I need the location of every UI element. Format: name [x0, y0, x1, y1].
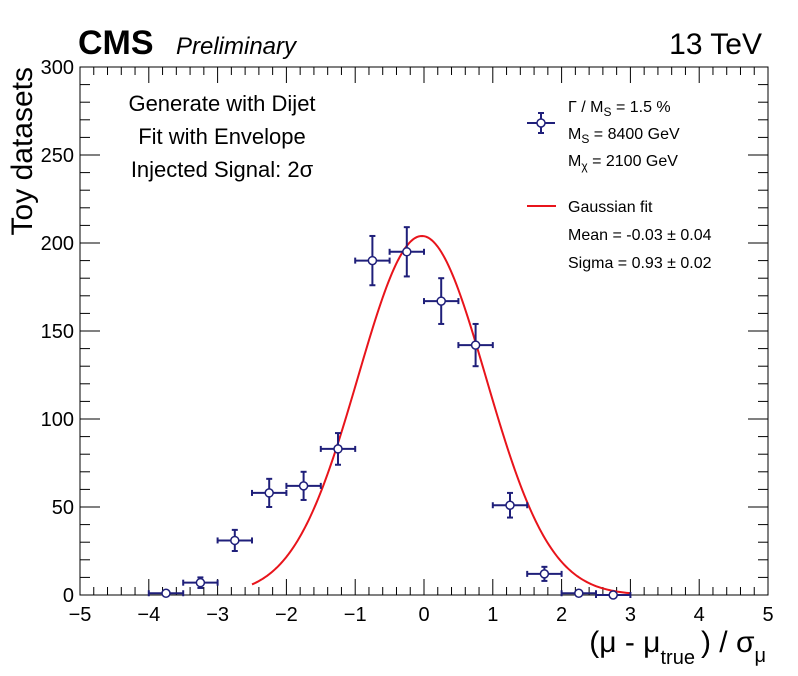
- data-point: [354, 234, 391, 287]
- data-point: [319, 432, 357, 466]
- data-point: [251, 477, 288, 508]
- y-tick-label: 300: [41, 57, 74, 79]
- legend-gamma: Γ / MS = 1.5 %: [568, 99, 671, 119]
- y-tick-label: 200: [41, 233, 74, 255]
- data-point: [491, 491, 529, 519]
- data-marker: [264, 488, 274, 498]
- x-tick-label: −5: [69, 604, 92, 626]
- y-axis-ticks: [80, 66, 768, 596]
- data-marker: [470, 340, 481, 350]
- gaussian-fit-layer: [251, 234, 631, 595]
- x-axis-label-main: (μ - μ: [589, 626, 660, 659]
- data-marker: [333, 444, 343, 454]
- legend-mchi: Mχ = 2100 GeV: [568, 153, 678, 173]
- x-axis-label-sub: true: [660, 647, 694, 669]
- experiment-label: CMS: [78, 24, 154, 62]
- data-marker: [230, 535, 240, 546]
- data-point: [560, 588, 597, 598]
- annotation-line-2: Fit with Envelope: [138, 124, 306, 149]
- legend-data-marker: [527, 112, 555, 134]
- x-tick-label: −4: [137, 604, 160, 626]
- legend: Γ / MS = 1.5 % MS = 8400 GeV Mχ = 2100 G…: [527, 99, 712, 272]
- x-tick-label: −3: [206, 604, 229, 626]
- data-point: [595, 590, 632, 600]
- data-marker: [608, 590, 618, 600]
- data-marker: [505, 500, 515, 510]
- data-marker: [402, 247, 412, 257]
- data-marker: [161, 588, 171, 598]
- status-label: Preliminary: [176, 33, 298, 60]
- data-point: [388, 226, 425, 278]
- y-tick-label: 150: [41, 321, 74, 343]
- annotation-line-1: Generate with Dijet: [128, 91, 315, 116]
- data-point: [216, 528, 253, 552]
- gaussian-fit-curve: [251, 234, 631, 595]
- energy-label: 13 TeV: [669, 28, 762, 61]
- y-tick-label: 50: [52, 497, 74, 519]
- x-tick-label: −1: [344, 604, 367, 626]
- data-point: [147, 588, 185, 598]
- data-points-layer: [147, 226, 632, 600]
- legend-fit-label: Gaussian fit: [568, 199, 653, 216]
- x-axis-tick-labels: −5 −4 −3 −2 −1 0 1 2 3 4 5: [69, 604, 774, 626]
- data-point: [526, 565, 563, 582]
- x-tick-label: 5: [762, 604, 773, 626]
- x-axis-label-tail-sub: μ: [754, 645, 766, 667]
- data-marker: [298, 481, 309, 491]
- legend-ms: MS = 8400 GeV: [568, 126, 680, 146]
- y-tick-label: 250: [41, 145, 74, 167]
- data-point: [182, 576, 219, 589]
- annotation-line-3: Injected Signal: 2σ: [131, 157, 314, 182]
- x-tick-label: 2: [556, 604, 567, 626]
- data-marker: [436, 296, 446, 306]
- x-axis-label-tail: ) / σ: [701, 626, 755, 659]
- x-axis-label: (μ - μtrue ) / σμ: [589, 626, 766, 669]
- x-tick-label: 0: [418, 604, 429, 626]
- data-point: [457, 322, 494, 368]
- data-point: [285, 470, 322, 501]
- y-tick-label: 0: [63, 585, 74, 607]
- legend-fit-sigma: Sigma = 0.93 ± 0.02: [568, 255, 712, 272]
- x-tick-label: 3: [625, 604, 636, 626]
- data-marker: [574, 588, 584, 598]
- x-tick-label: 1: [487, 604, 498, 626]
- data-marker: [367, 255, 378, 266]
- y-axis-label: Toy datasets: [6, 67, 39, 235]
- legend-fit-mean: Mean = -0.03 ± 0.04: [568, 227, 712, 244]
- x-axis-ticks: [79, 67, 769, 595]
- x-tick-label: 4: [694, 604, 705, 626]
- data-marker: [195, 577, 206, 588]
- data-point: [423, 277, 460, 325]
- y-axis-tick-labels: 0 50 100 150 200 250 300: [41, 57, 74, 607]
- y-tick-label: 100: [41, 409, 74, 431]
- data-marker: [539, 569, 550, 579]
- x-tick-label: −2: [275, 604, 298, 626]
